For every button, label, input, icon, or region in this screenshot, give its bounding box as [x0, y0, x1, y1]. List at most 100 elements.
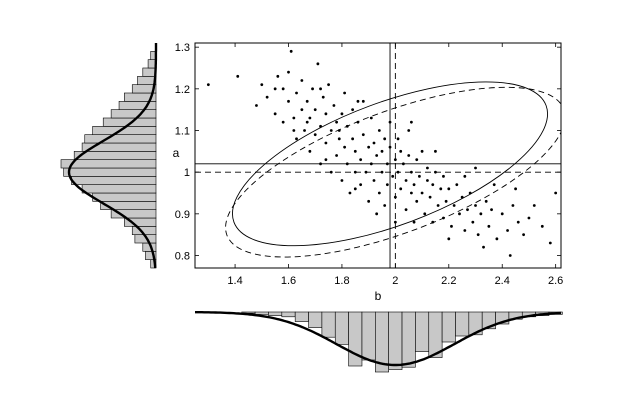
- scatter-point: [409, 120, 413, 124]
- scatter-point: [361, 99, 365, 103]
- scatter-point: [431, 220, 435, 224]
- scatter-point: [353, 170, 357, 174]
- scatter-points: [206, 49, 558, 257]
- scatter-point: [372, 141, 376, 145]
- scatter-point: [468, 191, 472, 195]
- scatter-point: [289, 49, 293, 53]
- scatter-point: [428, 195, 432, 199]
- hist-bar-b: [268, 311, 283, 316]
- scatter-point: [442, 174, 445, 178]
- scatter-point: [345, 124, 349, 128]
- scatter-point: [466, 208, 469, 212]
- scatter-point: [335, 154, 338, 157]
- scatter-point: [415, 158, 419, 162]
- confidence-ellipses: [225, 81, 561, 258]
- scatter-point: [442, 216, 445, 220]
- scatter-point: [324, 141, 328, 145]
- scatter-point: [399, 187, 403, 191]
- hist-bar-a: [81, 184, 157, 194]
- scatter-point: [332, 104, 336, 107]
- y-tick-label: 0.8: [175, 251, 190, 263]
- hist-bar-b: [348, 311, 363, 367]
- scatter-point: [295, 91, 298, 95]
- scatter-point: [340, 179, 344, 182]
- x-tick-label: 1.4: [227, 275, 242, 287]
- scatter-point: [372, 179, 376, 182]
- scatter-point: [337, 137, 341, 141]
- scatter-point: [273, 112, 277, 116]
- hist-bar-b: [321, 311, 336, 338]
- scatter-point: [281, 87, 285, 91]
- scatter-point: [377, 191, 381, 195]
- scatter-point: [300, 79, 304, 82]
- hist-bar-a: [63, 167, 157, 177]
- scatter-point: [206, 83, 210, 87]
- x-axis-label: b: [375, 289, 382, 303]
- hist-bar-a: [110, 109, 157, 119]
- scatter-point: [380, 170, 384, 174]
- scatter-point: [329, 170, 333, 174]
- hist-bar-b: [294, 311, 309, 322]
- scatter-point: [396, 137, 400, 141]
- scatter-point: [399, 149, 403, 153]
- hist-bar-a: [110, 209, 157, 219]
- hist-bar-a: [118, 101, 157, 110]
- scatter-point: [380, 149, 384, 153]
- scatter-point: [426, 166, 429, 170]
- marginal-histogram-a: [60, 51, 157, 269]
- marginal-histogram-b: [241, 311, 563, 373]
- scatter-point: [487, 224, 491, 228]
- scatter-point: [409, 170, 413, 174]
- scatter-point: [369, 162, 373, 166]
- scatter-point: [474, 166, 477, 170]
- scatter-point: [436, 204, 440, 207]
- scatter-point: [460, 195, 464, 199]
- scatter-point: [506, 229, 509, 232]
- scatter-point: [305, 120, 309, 124]
- scatter-point: [364, 170, 368, 174]
- scatter-point: [367, 145, 371, 149]
- scatter-point: [265, 95, 269, 99]
- scatter-point: [313, 108, 317, 112]
- scatter-point: [554, 191, 558, 195]
- scatter-point: [287, 99, 290, 103]
- scatter-point: [540, 224, 544, 228]
- x-tick-label: 1.8: [334, 275, 349, 287]
- scatter-point: [447, 237, 451, 241]
- scatter-point: [236, 74, 240, 78]
- x-tick-label: 2.6: [548, 275, 563, 287]
- scatter-point: [401, 162, 405, 166]
- scatter-point: [412, 220, 416, 224]
- scatter-point: [295, 137, 298, 141]
- x-tick-label: 2.4: [495, 275, 510, 287]
- scatter-point: [548, 241, 552, 245]
- scatter-point: [396, 170, 400, 174]
- scatter-point: [369, 116, 373, 120]
- scatter-point: [434, 170, 437, 174]
- scatter-point: [463, 174, 467, 178]
- scatter-point: [522, 233, 525, 237]
- scatter-point: [452, 204, 456, 207]
- scatter-point: [335, 120, 338, 124]
- scatter-point: [407, 129, 411, 132]
- scatter-point: [532, 204, 536, 207]
- scatter-point: [353, 149, 357, 153]
- ellipse-solid: [232, 81, 549, 247]
- scatter-point: [308, 149, 312, 153]
- scatter-point: [337, 129, 341, 132]
- scatter-point: [385, 162, 389, 166]
- scatter-point: [409, 191, 413, 195]
- hist-bar-a: [92, 192, 157, 202]
- marginal-density-a: [67, 43, 158, 269]
- y-tick-label: 1.1: [175, 126, 190, 138]
- scatter-point: [476, 233, 480, 237]
- scatter-point: [500, 212, 504, 216]
- hist-bar-b: [455, 311, 470, 337]
- scatter-point: [340, 112, 344, 116]
- scatter-point: [447, 187, 451, 191]
- hist-bar-b: [254, 311, 269, 315]
- axis-ticks: 1.4 1.6 1.8 2 2.2 2.4 2.6 0.8 0.9 1 1.1 1.2 1.3: [175, 42, 564, 287]
- scatter-point: [359, 183, 363, 187]
- scatter-point: [377, 129, 381, 132]
